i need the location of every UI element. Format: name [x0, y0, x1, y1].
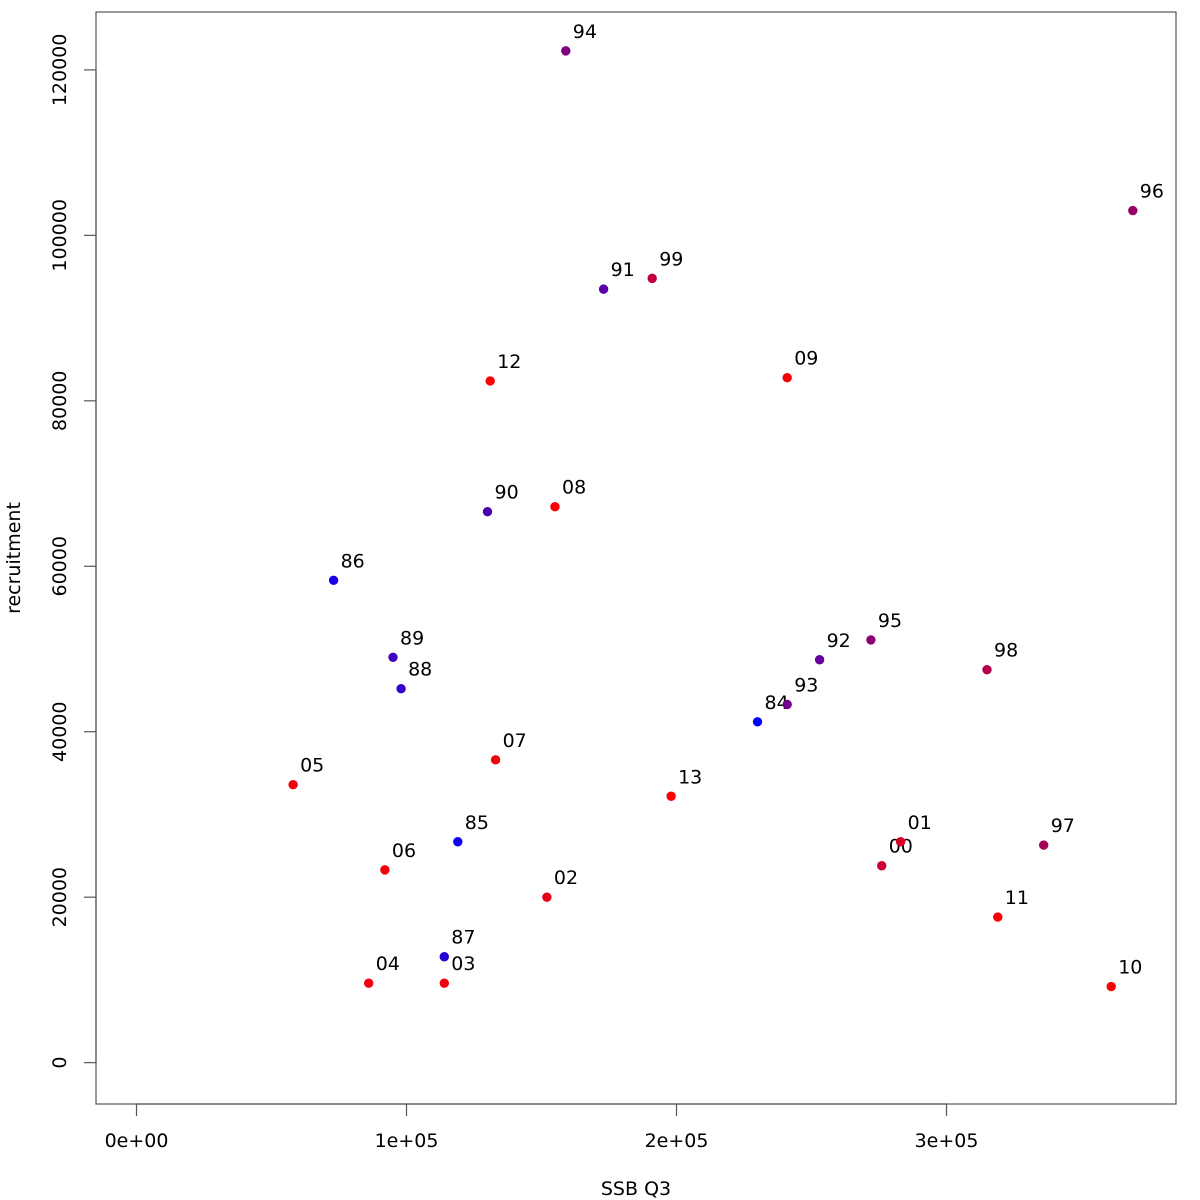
data-point [439, 952, 449, 962]
data-point-label: 88 [408, 659, 432, 681]
data-point-label: 95 [878, 610, 902, 632]
data-point-label: 99 [659, 248, 683, 270]
data-point-label: 08 [562, 477, 586, 499]
data-point [396, 684, 406, 694]
x-axis-title: SSB Q3 [601, 1178, 671, 1200]
data-point-label: 11 [1005, 887, 1029, 909]
data-point [598, 284, 609, 294]
data-point [485, 376, 495, 386]
data-point [993, 912, 1003, 922]
data-point [550, 502, 560, 512]
data-point-label: 06 [392, 840, 416, 862]
y-tick-label: 40000 [49, 702, 71, 762]
data-point-label: 93 [794, 674, 818, 696]
data-point-label: 07 [503, 730, 527, 752]
data-point [895, 837, 906, 847]
data-point-label: 87 [451, 927, 475, 949]
data-point-label: 84 [765, 692, 789, 714]
data-point [380, 865, 390, 875]
data-point [364, 978, 374, 988]
y-tick-label: 120000 [49, 34, 71, 107]
x-tick-label: 0e+00 [105, 1130, 169, 1152]
x-tick-label: 2e+05 [645, 1130, 709, 1152]
data-point [561, 46, 571, 56]
y-tick-label: 80000 [49, 371, 71, 431]
data-point-label: 10 [1118, 957, 1142, 979]
data-point [453, 837, 463, 847]
y-tick-label: 100000 [49, 199, 71, 272]
data-point-label: 86 [341, 550, 365, 572]
data-point-label: 91 [611, 259, 635, 281]
data-point [288, 779, 298, 790]
data-point [490, 755, 501, 765]
data-point-label: 94 [573, 21, 597, 43]
data-point [666, 791, 676, 801]
y-axis-title: recruitment [3, 502, 25, 614]
data-point [782, 372, 792, 383]
data-point-label: 02 [554, 867, 578, 889]
data-point [328, 575, 339, 586]
data-point [647, 273, 657, 284]
x-axis: 0e+00 1e+05 2e+05 3e+05 [105, 1103, 979, 1152]
data-point-label: 89 [400, 627, 424, 649]
data-point [877, 861, 887, 871]
data-point [982, 664, 992, 675]
data-point [782, 699, 792, 710]
data-point-label: 96 [1140, 181, 1164, 203]
plot-frame [95, 11, 1177, 1105]
data-point [752, 717, 763, 727]
data-point [814, 655, 825, 665]
data-point-label: 92 [827, 630, 851, 652]
x-tick-label: 3e+05 [915, 1130, 979, 1152]
data-point [1039, 840, 1049, 850]
data-point-label: 97 [1051, 815, 1075, 837]
data-point [482, 506, 493, 517]
data-point-label: 00 [889, 836, 913, 858]
data-point-label: 03 [451, 953, 475, 975]
data-point-label: 13 [678, 766, 702, 788]
data-point-label: 12 [497, 351, 521, 373]
data-point-label: 85 [465, 812, 489, 834]
data-point [388, 652, 398, 662]
data-point [1106, 981, 1116, 992]
data-point [866, 635, 876, 645]
y-axis: 0 20000 40000 60000 80000 100000 120000 [49, 34, 97, 1069]
y-tick-label: 60000 [49, 536, 71, 596]
data-point [542, 892, 552, 902]
x-tick-label: 1e+05 [375, 1130, 439, 1152]
data-point-label: 01 [908, 812, 932, 834]
data-point-label: 98 [994, 640, 1018, 662]
y-tick-label: 20000 [49, 867, 71, 927]
data-point [1128, 205, 1138, 216]
data-point-label: 09 [794, 348, 818, 370]
data-point-label: 05 [300, 755, 324, 777]
y-tick-label: 0 [49, 1057, 71, 1069]
data-point [439, 978, 449, 988]
data-point-label: 04 [376, 953, 400, 975]
data-point-label: 90 [495, 482, 519, 504]
